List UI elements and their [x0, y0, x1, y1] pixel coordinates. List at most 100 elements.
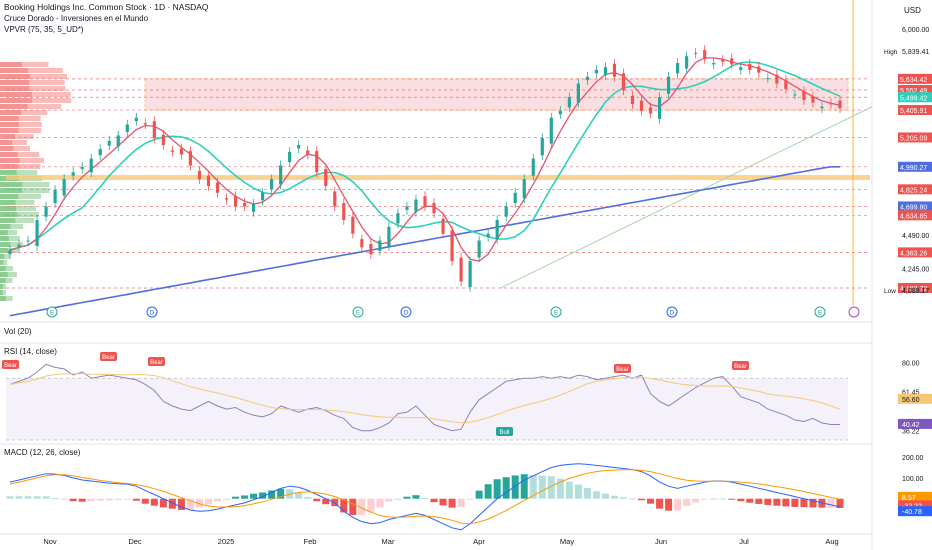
candle: [558, 110, 562, 115]
candle: [784, 80, 788, 89]
rsi-tick-label: 80.00: [902, 361, 920, 368]
macd-histogram-bar: [493, 479, 501, 499]
candle: [775, 74, 779, 84]
macd-pane-label[interactable]: MACD (12, 26, close): [4, 448, 81, 457]
vpvr-bar: [0, 218, 35, 223]
vpvr-bar: [0, 80, 65, 85]
candle: [8, 250, 12, 255]
price-label: 4,102.72: [900, 286, 927, 293]
vpvr-bar-up: [0, 212, 18, 217]
macd-histogram-bar: [502, 477, 510, 499]
vpvr-bar: [0, 134, 34, 139]
macd-histogram-bar: [692, 498, 700, 503]
price-label: 4,699.80: [900, 204, 927, 211]
candles: [8, 45, 842, 292]
candle: [53, 190, 57, 204]
event-marker-label: E: [554, 310, 559, 317]
macd-histogram-bar: [484, 484, 492, 499]
price-label-box: [898, 85, 932, 96]
rsi-value-label: 40.42: [902, 422, 920, 429]
candle: [333, 191, 337, 207]
rsi-value-label: 56.60: [902, 397, 920, 404]
flash-event-icon: [848, 306, 860, 318]
price-label: 5,205.09: [900, 135, 927, 142]
vpvr-bar-up: [0, 152, 18, 157]
macd-histogram-bar: [385, 498, 393, 502]
macd-tick-label: 200.00: [902, 455, 924, 462]
macd-histogram-bar: [412, 495, 420, 499]
candle: [261, 192, 265, 201]
macd-histogram-bar: [665, 498, 673, 511]
price-label: 4,990.27: [900, 165, 927, 172]
divergence-label: Bear: [150, 360, 163, 366]
vpvr-bar: [0, 110, 48, 115]
candle: [748, 63, 752, 70]
vpvr-bar-up: [0, 200, 16, 205]
event-marker-e: E: [814, 306, 826, 318]
sma-mid-line: [9, 61, 841, 251]
macd-histogram-bar: [105, 498, 113, 501]
vpvr-bar: [0, 188, 50, 193]
vpvr-bar-up: [0, 170, 17, 175]
macd-histogram-bar: [782, 498, 790, 507]
vpvr-bar: [0, 206, 36, 211]
macd-histogram-bar: [719, 498, 727, 500]
macd-histogram-bar: [529, 474, 537, 499]
event-marker-d: D: [400, 306, 412, 318]
candle: [549, 117, 553, 144]
macd-histogram-bar: [565, 481, 573, 499]
vpvr-bar: [0, 278, 13, 283]
rsi-tick-label: 61.45: [902, 389, 920, 396]
macd-histogram-bar: [96, 498, 104, 501]
candle: [143, 123, 147, 125]
indicator-golden-cross-label[interactable]: Cruce Dorado - Inversiones en el Mundo: [4, 14, 149, 23]
candle: [369, 243, 373, 255]
candle: [360, 239, 364, 248]
rsi-pane-label[interactable]: RSI (14, close): [4, 347, 57, 356]
macd-histogram-bar: [439, 498, 447, 506]
candle: [657, 97, 662, 120]
x-tick-label: Mar: [382, 537, 395, 546]
macd-histogram-bar: [141, 498, 149, 504]
price-extreme-label: Low: [884, 288, 896, 295]
vpvr-bar: [0, 98, 72, 103]
candle: [639, 100, 644, 111]
macd-histogram-bar: [701, 498, 709, 500]
rsi-band: [6, 378, 848, 440]
macd-histogram-bar: [241, 495, 249, 499]
event-marker-label: D: [670, 310, 675, 317]
x-tick-label: Apr: [473, 537, 485, 546]
event-marker-circle: [666, 306, 678, 318]
macd-histogram-bar: [538, 475, 546, 499]
candle: [793, 94, 797, 96]
vpvr-bar: [0, 236, 20, 241]
event-marker-d: D: [146, 306, 158, 318]
macd-histogram-bar: [150, 498, 158, 506]
vpvr-bar: [0, 284, 6, 289]
y-tick-label: 4,490.00: [902, 233, 929, 240]
macd-histogram-bar: [51, 497, 59, 499]
indicator-vpvr-label[interactable]: VPVR (75, 35, 5_UD*): [4, 25, 84, 34]
macd-histogram-bar: [358, 498, 366, 515]
vpvr-bar-up: [0, 218, 16, 223]
vpvr-bar-up: [0, 278, 6, 283]
vpvr-bar-up: [0, 158, 20, 163]
candle: [522, 179, 526, 199]
vpvr-bar-up: [0, 242, 11, 247]
candle: [152, 121, 156, 139]
vpvr-bar-up: [0, 104, 28, 109]
macd-histogram-bar: [60, 498, 68, 500]
vpvr-bar: [0, 128, 42, 133]
vpvr-bar: [0, 92, 71, 97]
macd-histogram-bar: [277, 488, 285, 499]
candle: [179, 148, 184, 155]
volume-pane-label[interactable]: Vol (20): [4, 327, 32, 336]
macd-histogram-bar: [601, 493, 609, 499]
candle: [71, 172, 75, 176]
candle: [161, 134, 165, 145]
candle: [125, 124, 129, 133]
rsi-divergence-bull: Bull: [496, 427, 513, 436]
candle: [288, 151, 292, 163]
rsi-value-box: [898, 418, 932, 429]
